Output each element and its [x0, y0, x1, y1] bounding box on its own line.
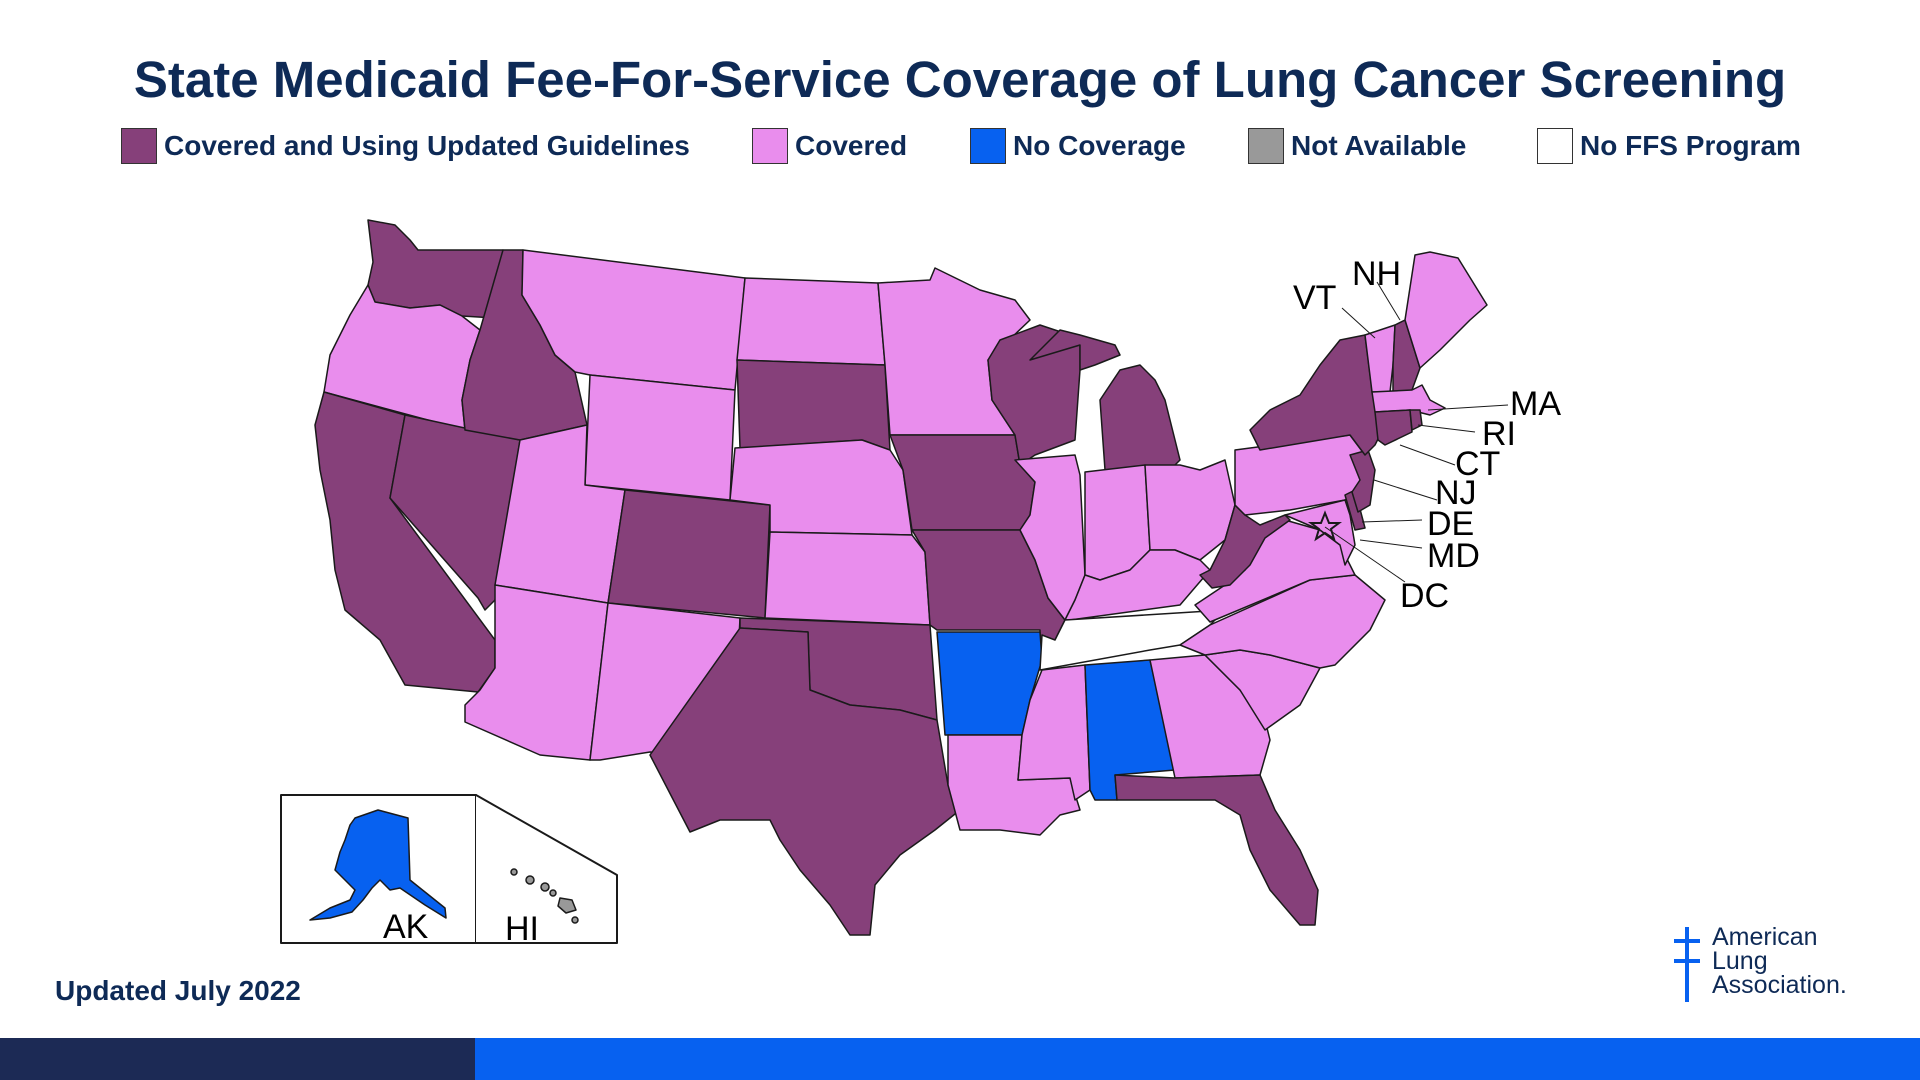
state-wisconsin: [987, 324, 1081, 466]
state-kansas: [764, 531, 931, 626]
legend-label-no-coverage: No Coverage: [1013, 130, 1186, 161]
state-north-dakota: [736, 277, 886, 366]
state-hawaii: [510, 868, 579, 924]
footer-bar-blue: [475, 1038, 1920, 1080]
legend: Covered and Using Updated Guidelines Cov…: [0, 128, 1920, 168]
dc-star-icon: [1308, 510, 1342, 542]
updated-date: Updated July 2022: [55, 975, 301, 1006]
legend-label-covered: Covered: [795, 130, 908, 161]
legend-label-updated: Covered and Using Updated Guidelines: [164, 130, 690, 161]
legend-item-covered: Covered: [752, 128, 907, 164]
label-hi: HI: [505, 910, 539, 948]
state-maine: [1404, 251, 1488, 369]
leader-line-nj: [1373, 479, 1438, 501]
logo-line-1: American: [1712, 923, 1818, 951]
legend-swatch-no-ffs: [1537, 128, 1573, 164]
label-ri: RI: [1482, 415, 1516, 453]
state-alaska: [309, 809, 447, 921]
state-washington: [367, 219, 504, 319]
label-ct: CT: [1455, 445, 1500, 483]
state-rhode-island: [1409, 409, 1423, 431]
leader-line-de: [1361, 519, 1423, 523]
state-south-dakota: [736, 359, 891, 451]
page-title: State Medicaid Fee-For-Service Coverage …: [133, 51, 1787, 108]
state-wyoming: [584, 374, 736, 501]
american-lung-association-logo: American Lung Association.: [1670, 925, 1870, 1005]
legend-item-no-coverage: No Coverage: [970, 128, 1186, 164]
legend-swatch-no-coverage: [970, 128, 1006, 164]
state-new-jersey: [1349, 449, 1376, 513]
leader-line-md: [1359, 539, 1423, 549]
state-california: [314, 391, 496, 693]
leader-line-nh: [1376, 281, 1401, 321]
state-illinois: [1014, 454, 1086, 621]
state-vermont: [1364, 324, 1396, 393]
label-nj: NJ: [1435, 474, 1477, 512]
leader-line-vt: [1341, 307, 1376, 339]
legend-item-updated: Covered and Using Updated Guidelines: [121, 128, 690, 164]
label-md: MD: [1427, 537, 1480, 575]
legend-label-not-available: Not Available: [1291, 130, 1467, 161]
state-texas: [649, 627, 961, 936]
legend-label-no-ffs: No FFS Program: [1580, 130, 1801, 161]
footer-bar-dark: [0, 1038, 475, 1080]
state-colorado: [607, 489, 771, 619]
state-new-york: [1249, 334, 1381, 456]
logo-line-3: Association.: [1712, 971, 1847, 999]
state-iowa: [889, 434, 1036, 531]
label-vt: VT: [1293, 279, 1336, 317]
legend-item-not-available: Not Available: [1248, 128, 1466, 164]
label-nh: NH: [1352, 255, 1401, 293]
leader-line-ri: [1417, 424, 1476, 433]
state-connecticut: [1374, 409, 1413, 446]
legend-swatch-not-available: [1248, 128, 1284, 164]
leader-line-dc: [1324, 526, 1406, 583]
leader-line-ct: [1399, 444, 1456, 466]
inset-frame-hawaii: [475, 794, 618, 944]
state-florida: [1114, 774, 1319, 926]
label-ak: AK: [383, 908, 429, 946]
state-kentucky: [1064, 549, 1211, 621]
legend-swatch-covered: [752, 128, 788, 164]
label-ma: MA: [1510, 385, 1561, 423]
lorraine-cross-icon: [1674, 927, 1700, 1002]
logo-text: American Lung Association.: [1712, 923, 1847, 999]
legend-swatch-updated: [121, 128, 157, 164]
state-ohio: [1144, 459, 1236, 561]
label-de: DE: [1427, 505, 1474, 543]
state-maryland: [1284, 499, 1356, 566]
label-dc: DC: [1400, 577, 1449, 615]
logo-line-2: Lung: [1712, 947, 1768, 975]
legend-item-no-ffs: No FFS Program: [1537, 128, 1801, 164]
leader-line-ma: [1427, 404, 1509, 411]
